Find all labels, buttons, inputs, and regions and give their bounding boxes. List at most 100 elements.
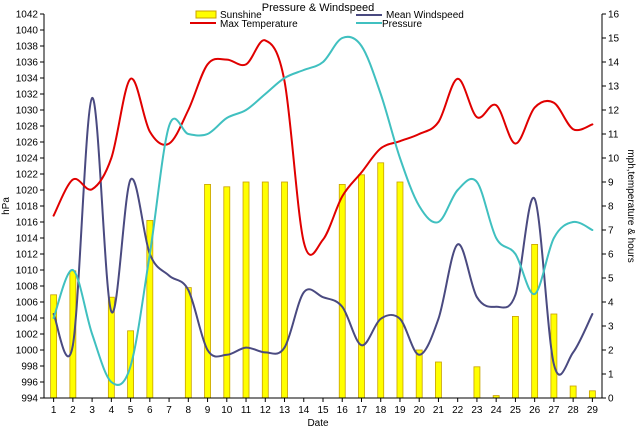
y-left-tick-label: 1004 bbox=[16, 314, 39, 325]
series-point bbox=[322, 238, 324, 241]
series-line bbox=[52, 35, 594, 386]
y-right-tick-label: 13 bbox=[608, 82, 620, 93]
series-point bbox=[187, 133, 190, 135]
sunshine-bar bbox=[415, 349, 423, 399]
series-point bbox=[283, 77, 286, 79]
series-point bbox=[245, 109, 247, 111]
x-tick-label: 3 bbox=[89, 405, 95, 416]
x-tick-label: 9 bbox=[205, 405, 211, 416]
x-tick-label: 1 bbox=[51, 405, 57, 416]
series-point bbox=[72, 344, 74, 347]
y-right-tick-label: 11 bbox=[608, 130, 619, 141]
series-point bbox=[476, 116, 478, 118]
series-point bbox=[264, 39, 267, 42]
series-point bbox=[514, 142, 517, 145]
series-point bbox=[495, 104, 497, 106]
legend-label-wind: Mean Windspeed bbox=[386, 10, 464, 21]
x-tick-label: 26 bbox=[529, 405, 541, 416]
y-left-tick-label: 1010 bbox=[16, 266, 39, 277]
series-point bbox=[341, 195, 344, 198]
series-point bbox=[168, 274, 170, 277]
series-point bbox=[476, 296, 478, 299]
y-left-tick-label: 1024 bbox=[16, 154, 39, 165]
x-axis-title: Date bbox=[307, 418, 329, 429]
series-point bbox=[437, 121, 440, 123]
series-point bbox=[533, 293, 536, 295]
series-point bbox=[72, 178, 74, 181]
series-point bbox=[52, 317, 55, 319]
y-left-tick-label: 1018 bbox=[16, 202, 39, 213]
y-right-tick-label: 1 bbox=[608, 370, 614, 381]
sunshine-bar bbox=[569, 385, 577, 399]
series-point bbox=[418, 205, 421, 207]
series-point bbox=[206, 133, 209, 135]
series-point bbox=[456, 189, 459, 191]
y-left-tick-label: 1028 bbox=[16, 122, 39, 133]
y-axis-right-title: mph,temperature & hours bbox=[625, 149, 636, 262]
series-point bbox=[495, 237, 497, 239]
series-point bbox=[283, 80, 286, 82]
axis-ticks: 9949969981000100210041006100810101012101… bbox=[16, 10, 620, 417]
series-max-temperature bbox=[52, 39, 594, 256]
y-left-tick-label: 996 bbox=[21, 378, 38, 389]
series-point bbox=[225, 58, 228, 61]
series-point bbox=[129, 78, 132, 80]
series-point bbox=[399, 318, 401, 320]
series-point bbox=[302, 241, 305, 243]
y-left-tick-label: 1026 bbox=[16, 138, 39, 149]
legend-label-pressure: Pressure bbox=[382, 19, 422, 30]
x-tick-label: 11 bbox=[241, 405, 252, 416]
x-tick-label: 19 bbox=[394, 405, 406, 416]
series-point bbox=[129, 365, 132, 367]
series-point bbox=[360, 344, 363, 347]
series-point bbox=[379, 147, 382, 150]
series-point bbox=[572, 351, 574, 354]
y-left-tick-label: 1022 bbox=[16, 170, 39, 181]
y-right-tick-label: 7 bbox=[608, 226, 614, 237]
series-point bbox=[495, 306, 497, 308]
series-point bbox=[572, 221, 574, 223]
legend: Sunshine Mean Windspeed Max Temperature … bbox=[190, 10, 464, 30]
series-point bbox=[437, 318, 440, 320]
plot-area bbox=[50, 35, 596, 399]
x-tick-label: 17 bbox=[356, 405, 368, 416]
series-point bbox=[225, 117, 228, 119]
sunshine-bar bbox=[358, 174, 365, 399]
x-tick-label: 7 bbox=[166, 405, 172, 416]
series-point bbox=[302, 291, 305, 294]
series-point bbox=[187, 289, 190, 291]
legend-swatch-sunshine bbox=[195, 10, 217, 19]
y-left-tick-label: 1020 bbox=[16, 186, 39, 197]
x-tick-label: 14 bbox=[298, 405, 310, 416]
series-point bbox=[302, 69, 305, 71]
x-tick-label: 20 bbox=[414, 405, 426, 416]
series-point bbox=[514, 253, 517, 255]
series-point bbox=[91, 188, 93, 190]
sunshine-bar bbox=[435, 361, 442, 399]
y-left-tick-label: 994 bbox=[21, 394, 38, 405]
series-point bbox=[225, 354, 228, 356]
x-tick-label: 25 bbox=[510, 405, 522, 416]
y-left-tick-label: 1030 bbox=[16, 106, 39, 117]
x-tick-label: 29 bbox=[587, 405, 599, 416]
y-right-tick-label: 8 bbox=[608, 202, 614, 213]
series-point bbox=[418, 354, 421, 356]
y-left-tick-label: 1014 bbox=[16, 234, 39, 245]
x-tick-label: 6 bbox=[147, 405, 153, 416]
series-point bbox=[283, 346, 286, 349]
y-right-tick-label: 12 bbox=[608, 106, 620, 117]
series-point bbox=[533, 106, 536, 109]
x-tick-label: 16 bbox=[337, 405, 349, 416]
series-line bbox=[52, 39, 594, 256]
series-point bbox=[206, 349, 209, 351]
x-tick-label: 10 bbox=[221, 405, 233, 416]
series-point bbox=[553, 237, 555, 239]
series-point bbox=[456, 243, 459, 246]
y-right-tick-label: 16 bbox=[608, 10, 620, 21]
sunshine-bar bbox=[377, 162, 385, 399]
series-point bbox=[264, 93, 267, 95]
series-point bbox=[245, 63, 247, 66]
x-tick-label: 24 bbox=[491, 405, 503, 416]
x-tick-label: 18 bbox=[375, 405, 387, 416]
y-left-tick-label: 1040 bbox=[16, 26, 39, 37]
